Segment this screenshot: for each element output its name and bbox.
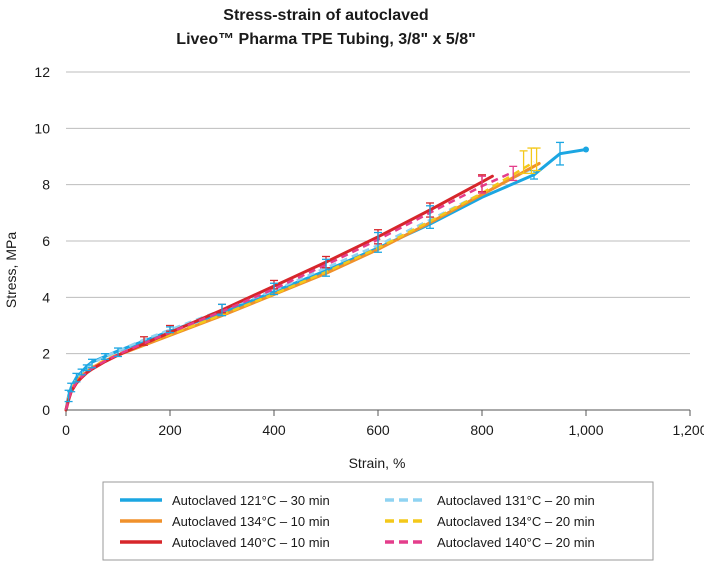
y-axis-label: Stress, MPa [3,232,19,308]
series-end-point [583,146,589,152]
legend-label-6: Autoclaved 140°C – 20 min [437,535,595,550]
x-axis-label: Strain, % [349,455,406,471]
y-tick-label: 10 [34,120,50,136]
series-line-3 [66,164,539,411]
y-tick-label: 8 [42,177,50,193]
x-tick-label: 1,200 [672,422,704,438]
y-tick-label: 2 [42,346,50,362]
legend-label-2: Autoclaved 131°C – 20 min [437,493,595,508]
legend-label-3: Autoclaved 134°C – 10 min [172,514,330,529]
gridlines [66,72,690,354]
legend-label-1: Autoclaved 121°C – 30 min [172,493,330,508]
series-line-1 [66,150,586,411]
x-tick-label: 600 [366,422,390,438]
legend-label-4: Autoclaved 134°C – 20 min [437,514,595,529]
x-tick-label: 200 [158,422,182,438]
chart-title-line-2: Liveo™ Pharma TPE Tubing, 3/8" x 5/8" [176,31,475,48]
y-tick-label: 6 [42,233,50,249]
x-tick-label: 800 [470,422,494,438]
series-line-6 [66,172,513,410]
y-tick-label: 0 [42,402,50,418]
error-bars [65,142,564,401]
y-tick-label: 4 [42,289,50,305]
y-axis-ticks: 0 2 4 6 8 10 12 [34,64,50,418]
chart-title-line-1: Stress-strain of autoclaved [223,7,428,24]
x-tick-label: 400 [262,422,286,438]
x-tick-label: 0 [62,422,70,438]
x-axis-ticks: 0 200 400 600 800 1,000 1,200 [62,410,704,438]
legend-label-5: Autoclaved 140°C – 10 min [172,535,330,550]
series-lines [66,146,589,410]
series-line-4 [66,162,534,410]
x-tick-label: 1,000 [568,422,603,438]
y-tick-label: 12 [34,64,50,80]
